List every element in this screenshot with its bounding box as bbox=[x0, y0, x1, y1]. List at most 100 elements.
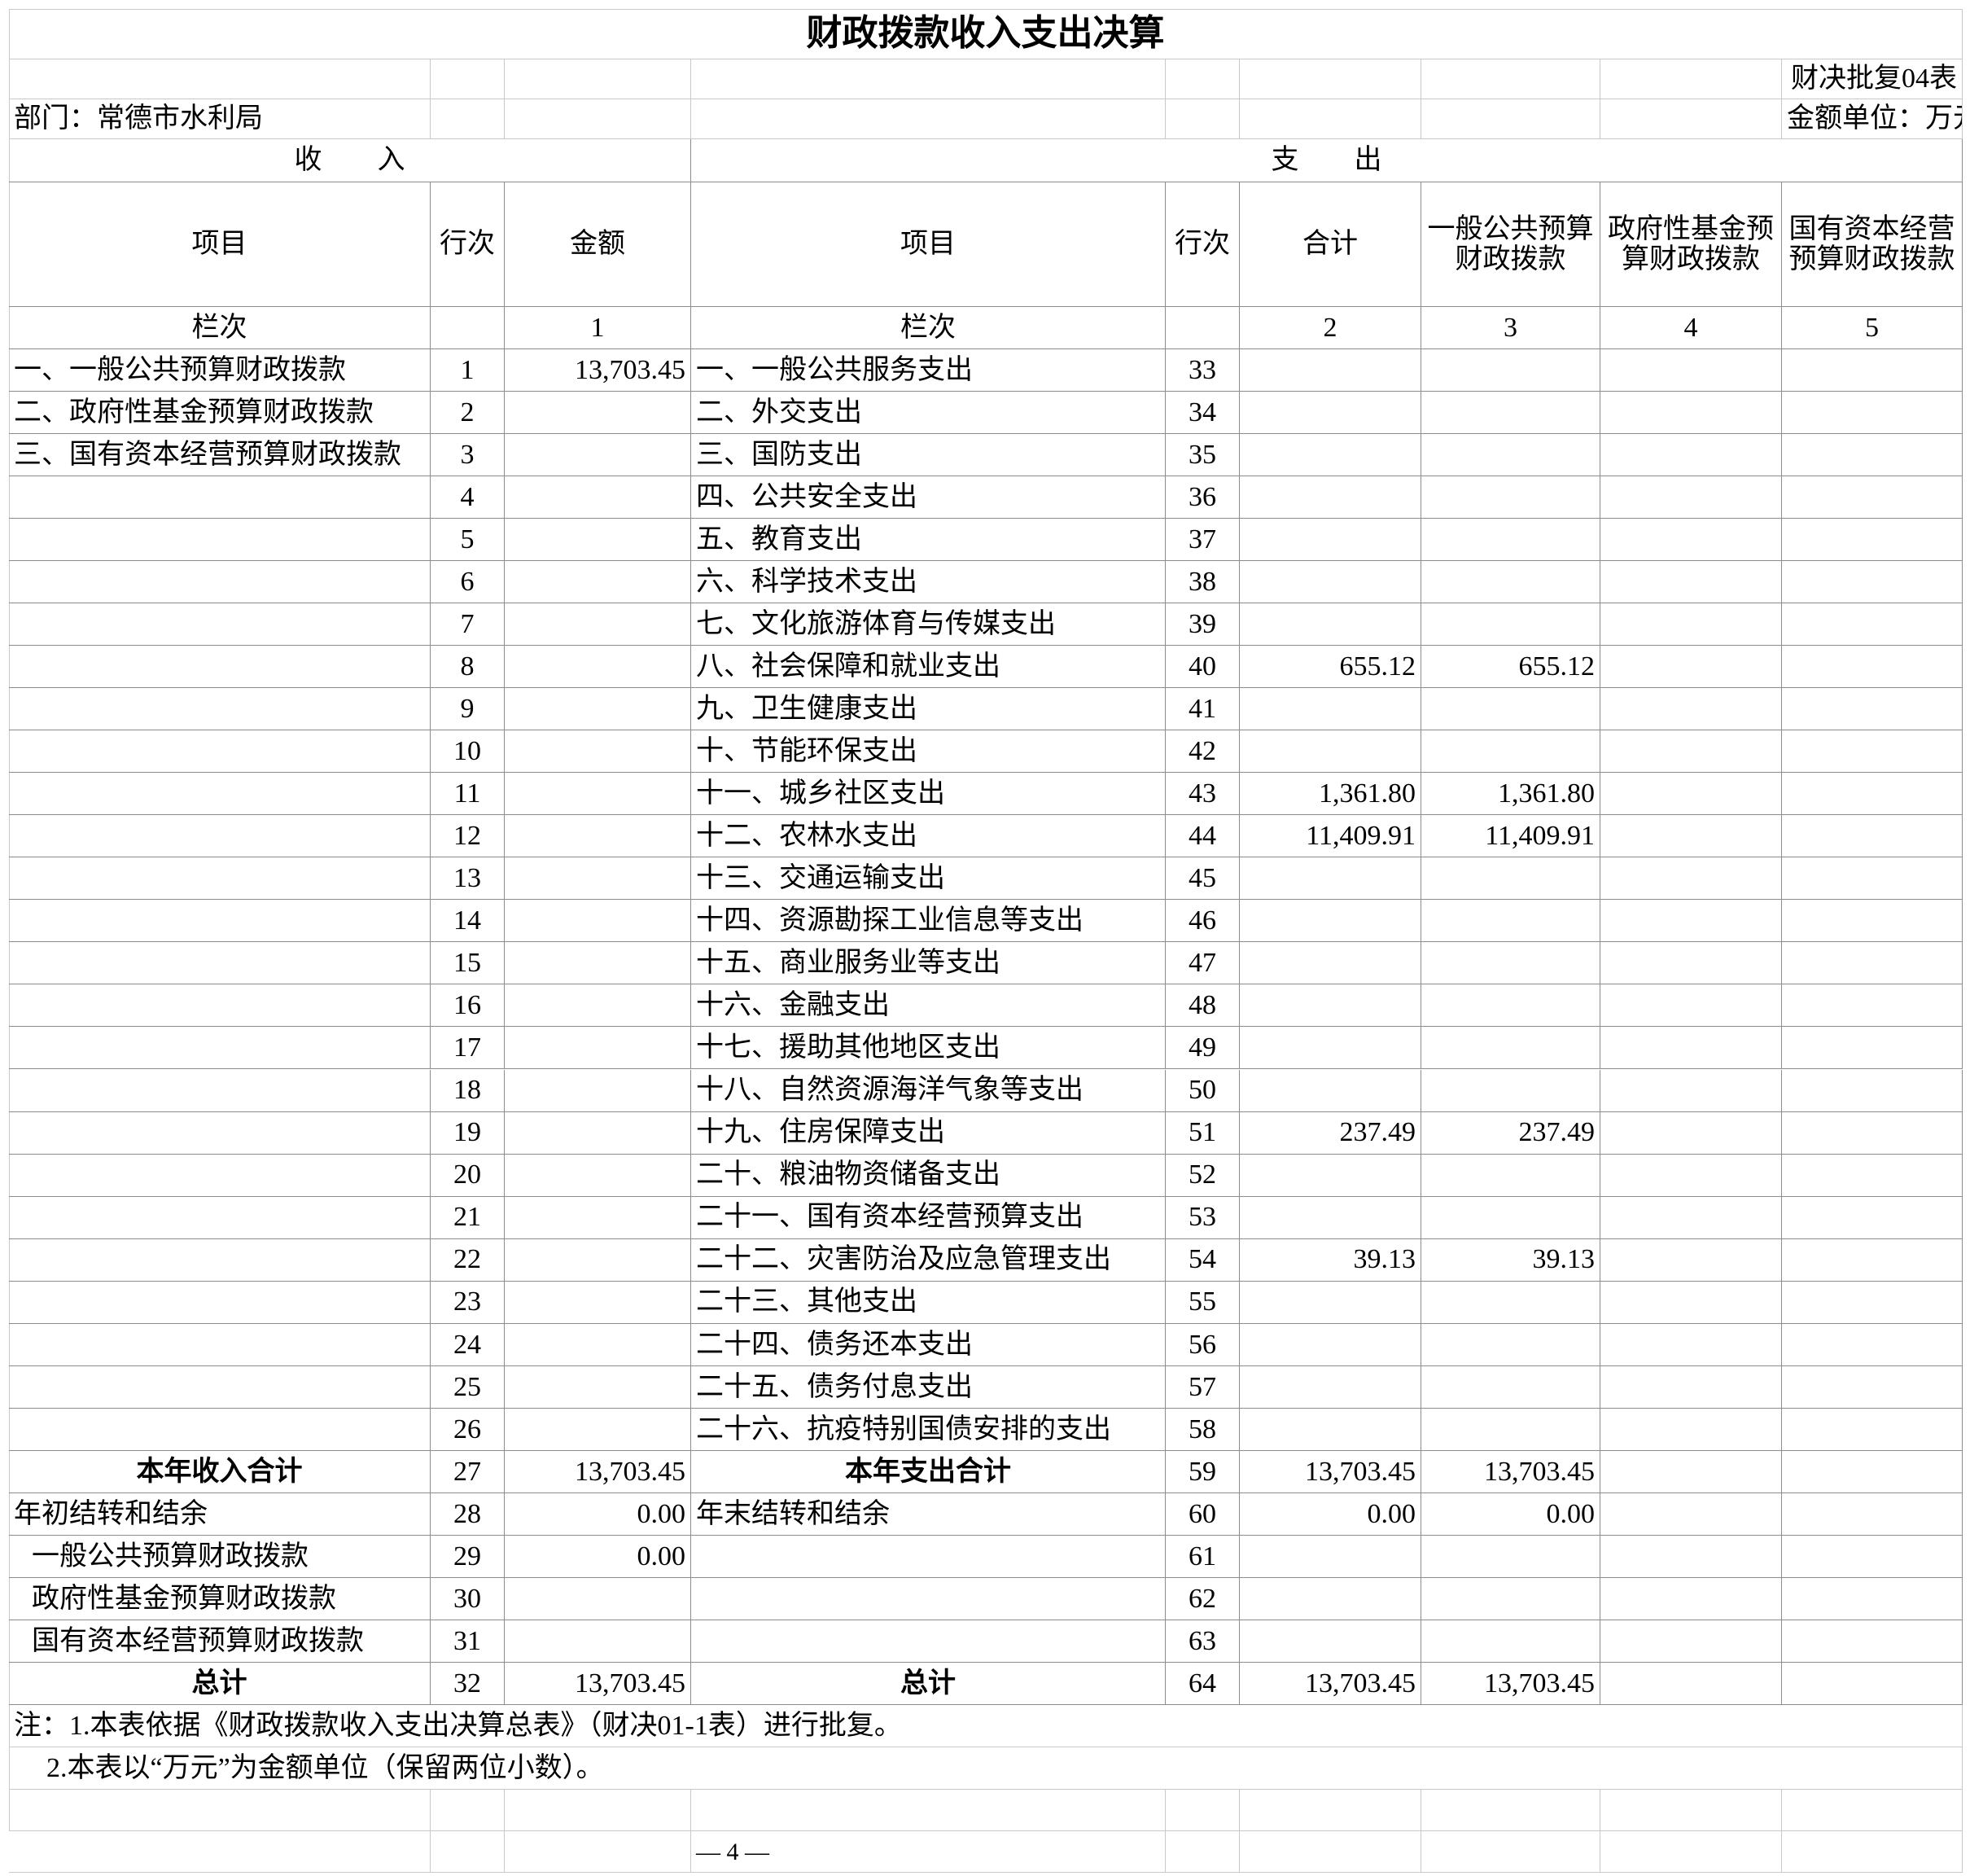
cell-text: 5 bbox=[460, 524, 475, 554]
table-cell: 13,703.45 bbox=[505, 349, 691, 392]
table-cell bbox=[505, 434, 691, 477]
table-cell: 46 bbox=[1166, 900, 1240, 943]
table-cell bbox=[505, 392, 691, 435]
cell-text: 7 bbox=[460, 608, 475, 639]
table-cell bbox=[505, 519, 691, 562]
table-cell bbox=[505, 1196, 691, 1239]
table-cell: 一、一般公共服务支出 bbox=[691, 349, 1166, 392]
cell-text: 16 bbox=[453, 990, 481, 1021]
column-number: 3 bbox=[1421, 307, 1600, 349]
cell-text: 二十四、债务还本支出 bbox=[696, 1329, 973, 1360]
cell-text: 5 bbox=[1865, 312, 1879, 343]
table-cell bbox=[1421, 476, 1600, 519]
cell-text: 59 bbox=[1189, 1456, 1216, 1487]
empty-cell bbox=[1240, 99, 1421, 139]
table-cell bbox=[1600, 392, 1782, 435]
empty-cell bbox=[431, 59, 505, 99]
empty-cell bbox=[431, 1831, 505, 1873]
table-cell bbox=[1240, 1620, 1421, 1663]
table-cell bbox=[1782, 603, 1963, 647]
table-cell bbox=[1240, 1196, 1421, 1239]
table-cell bbox=[1600, 773, 1782, 816]
column-header: 政府性基金预算财政拨款 bbox=[1600, 182, 1782, 307]
table-cell bbox=[9, 857, 431, 901]
cell-text: 18 bbox=[453, 1075, 481, 1106]
table-cell bbox=[691, 1577, 1166, 1620]
table-cell: 0.00 bbox=[505, 1535, 691, 1578]
table-cell bbox=[1782, 773, 1963, 816]
cell-text: 五、教育支出 bbox=[696, 524, 862, 554]
cell-text: 10 bbox=[453, 736, 481, 767]
cell-text: 一般公共预算财政拨款 bbox=[1427, 213, 1594, 274]
cell-text: 11,409.91 bbox=[1485, 821, 1595, 852]
cell-text: 8 bbox=[460, 651, 475, 682]
table-cell: 8 bbox=[431, 646, 505, 689]
cell-text: 20 bbox=[453, 1159, 481, 1190]
empty-cell bbox=[691, 99, 1166, 139]
table-cell bbox=[1240, 900, 1421, 943]
table-cell: 237.49 bbox=[1240, 1111, 1421, 1155]
total-cell: 59 bbox=[1166, 1450, 1240, 1493]
table-cell: 十四、资源勘探工业信息等支出 bbox=[691, 900, 1166, 943]
table-cell bbox=[1782, 815, 1963, 858]
table-cell: 六、科学技术支出 bbox=[691, 561, 1166, 604]
cell-text: 三、国有资本经营预算财政拨款 bbox=[14, 439, 401, 470]
table-cell: 0.00 bbox=[1240, 1492, 1421, 1536]
cell-text: 0.00 bbox=[637, 1541, 686, 1571]
cell-text: 3 bbox=[1504, 312, 1517, 343]
table-cell bbox=[1782, 1577, 1963, 1620]
column-number: 2 bbox=[1240, 307, 1421, 349]
table-cell: 22 bbox=[431, 1238, 505, 1282]
cell-text: 64 bbox=[1189, 1668, 1216, 1698]
cell-text: 32 bbox=[453, 1668, 481, 1698]
table-cell: 0.00 bbox=[505, 1492, 691, 1536]
table-cell bbox=[1421, 519, 1600, 562]
table-cell bbox=[9, 1323, 431, 1366]
table-cell: 4 bbox=[431, 476, 505, 519]
total-cell: 总计 bbox=[9, 1662, 431, 1705]
table-cell bbox=[1600, 857, 1782, 901]
cell-text: 22 bbox=[453, 1244, 481, 1275]
cell-text: 二十一、国有资本经营预算支出 bbox=[696, 1202, 1084, 1233]
table-cell: 四、公共安全支出 bbox=[691, 476, 1166, 519]
cell-text: 二、政府性基金预算财政拨款 bbox=[14, 397, 374, 427]
cell-text: 13,703.45 bbox=[1484, 1456, 1595, 1487]
cell-text: 23 bbox=[453, 1286, 481, 1317]
empty-cell bbox=[1421, 59, 1600, 99]
cell-text: 国有资本经营预算财政拨款 bbox=[32, 1625, 364, 1656]
cell-text: 十二、农林水支出 bbox=[696, 821, 917, 852]
table-cell bbox=[505, 1154, 691, 1197]
table-cell bbox=[505, 773, 691, 816]
table-cell bbox=[1782, 1281, 1963, 1324]
table-cell bbox=[505, 688, 691, 731]
empty-cell bbox=[431, 99, 505, 139]
empty-cell bbox=[1421, 99, 1600, 139]
column-header: 行次 bbox=[1166, 182, 1240, 307]
table-cell bbox=[1240, 730, 1421, 774]
cell-text: 合计 bbox=[1302, 229, 1358, 260]
empty-cell bbox=[1782, 1790, 1963, 1831]
table-cell bbox=[9, 561, 431, 604]
cell-text: 54 bbox=[1189, 1244, 1216, 1275]
table-cell bbox=[1782, 1196, 1963, 1239]
table-cell bbox=[1421, 1281, 1600, 1324]
cell-text: 财决批复04表 bbox=[1791, 64, 1957, 94]
table-cell bbox=[1240, 857, 1421, 901]
cell-text: 政府性基金预算财政拨款 bbox=[32, 1583, 336, 1614]
table-cell: 24 bbox=[431, 1323, 505, 1366]
cell-text: 26 bbox=[453, 1414, 481, 1444]
table-cell: 三、国有资本经营预算财政拨款 bbox=[9, 434, 431, 477]
unit: 金额单位：万元 bbox=[1782, 99, 1963, 139]
total-cell bbox=[1782, 1450, 1963, 1493]
total-cell: 13,703.45 bbox=[1421, 1662, 1600, 1705]
total-cell: 13,703.45 bbox=[505, 1450, 691, 1493]
total-cell: 总计 bbox=[691, 1662, 1166, 1705]
table-cell bbox=[9, 1281, 431, 1324]
column-number: 栏次 bbox=[691, 307, 1166, 349]
table-cell: 二十四、债务还本支出 bbox=[691, 1323, 1166, 1366]
table-cell bbox=[1782, 1238, 1963, 1282]
empty-cell bbox=[1782, 1831, 1963, 1873]
table-cell: 26 bbox=[431, 1408, 505, 1451]
cell-text: 财政拨款收入支出决算 bbox=[806, 12, 1165, 55]
table-cell bbox=[505, 1620, 691, 1663]
